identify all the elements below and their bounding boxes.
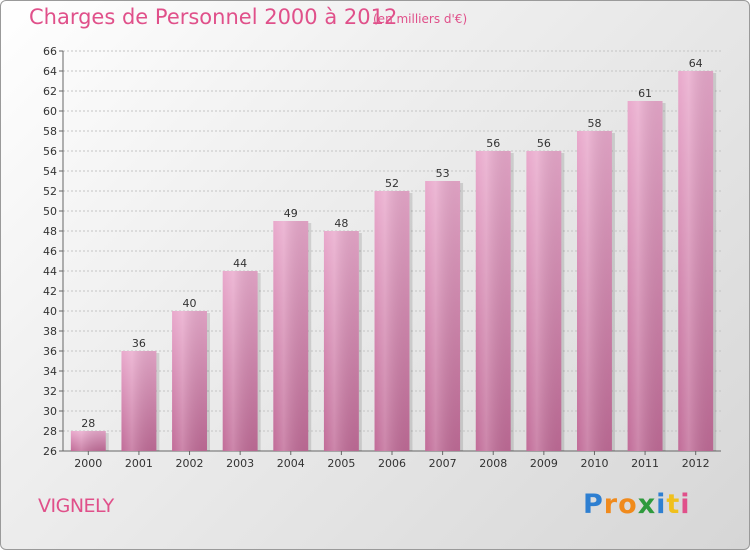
y-tick-label: 36 xyxy=(43,345,57,358)
y-tick-label: 64 xyxy=(43,65,57,78)
y-tick-label: 54 xyxy=(43,165,57,178)
logo-letter: r xyxy=(603,489,619,520)
y-tick-label: 52 xyxy=(43,185,57,198)
y-tick-label: 34 xyxy=(43,365,57,378)
x-tick-label: 2012 xyxy=(682,457,710,470)
x-tick-label: 2002 xyxy=(176,457,204,470)
bar-value-label: 48 xyxy=(334,217,348,230)
y-tick-label: 44 xyxy=(43,265,57,278)
x-tick-label: 2008 xyxy=(479,457,507,470)
bar-value-label: 53 xyxy=(436,167,450,180)
bar-value-label: 44 xyxy=(233,257,247,270)
bar-value-label: 64 xyxy=(689,57,703,70)
bar-value-label: 56 xyxy=(537,137,551,150)
bar-value-label: 61 xyxy=(638,87,652,100)
bar-value-label: 28 xyxy=(81,417,95,430)
bar-value-label: 40 xyxy=(183,297,197,310)
logo-letter: o xyxy=(618,489,638,520)
y-tick-label: 28 xyxy=(43,425,57,438)
bar-highlight xyxy=(678,71,714,451)
bar-value-label: 36 xyxy=(132,337,146,350)
bar-highlight xyxy=(273,221,309,451)
logo-letter: P xyxy=(583,489,604,520)
bar-highlight xyxy=(475,151,511,451)
y-tick-label: 40 xyxy=(43,305,57,318)
chart-subtitle: (en milliers d'€) xyxy=(373,12,468,26)
bar-highlight xyxy=(70,431,106,451)
y-tick-label: 46 xyxy=(43,245,57,258)
bar-value-label: 56 xyxy=(486,137,500,150)
proxiti-logo[interactable]: Proxiti xyxy=(583,489,691,520)
x-tick-label: 2001 xyxy=(125,457,153,470)
bar-value-label: 49 xyxy=(284,207,298,220)
x-tick-label: 2007 xyxy=(429,457,457,470)
logo-letter: t xyxy=(666,489,681,520)
x-tick-label: 2003 xyxy=(226,457,254,470)
y-tick-label: 26 xyxy=(43,445,57,458)
x-tick-label: 2000 xyxy=(74,457,102,470)
logo-letter: i xyxy=(680,489,691,520)
bar-highlight xyxy=(323,231,359,451)
x-tick-label: 2004 xyxy=(277,457,305,470)
x-tick-label: 2006 xyxy=(378,457,406,470)
bar-highlight xyxy=(627,101,663,451)
y-tick-label: 62 xyxy=(43,85,57,98)
x-tick-label: 2005 xyxy=(327,457,355,470)
logo-letter: i xyxy=(656,489,667,520)
bar-highlight xyxy=(172,311,208,451)
bar-highlight xyxy=(121,351,157,451)
bar-highlight xyxy=(374,191,410,451)
bar-value-label: 58 xyxy=(587,117,601,130)
y-tick-label: 48 xyxy=(43,225,57,238)
x-tick-label: 2009 xyxy=(530,457,558,470)
location-name: VIGNELY xyxy=(38,495,114,517)
bar-highlight xyxy=(425,181,461,451)
y-tick-label: 42 xyxy=(43,285,57,298)
y-tick-label: 56 xyxy=(43,145,57,158)
y-tick-label: 66 xyxy=(43,45,57,58)
x-tick-label: 2011 xyxy=(631,457,659,470)
y-tick-label: 32 xyxy=(43,385,57,398)
y-tick-label: 30 xyxy=(43,405,57,418)
x-tick-label: 2010 xyxy=(580,457,608,470)
y-tick-label: 38 xyxy=(43,325,57,338)
y-tick-label: 50 xyxy=(43,205,57,218)
bar-highlight xyxy=(526,151,562,451)
chart-title: Charges de Personnel 2000 à 2012 xyxy=(29,5,398,29)
bar-highlight xyxy=(576,131,612,451)
y-tick-label: 58 xyxy=(43,125,57,138)
logo-letter: x xyxy=(637,489,657,520)
bar-highlight xyxy=(222,271,258,451)
y-tick-label: 60 xyxy=(43,105,57,118)
bar-value-label: 52 xyxy=(385,177,399,190)
